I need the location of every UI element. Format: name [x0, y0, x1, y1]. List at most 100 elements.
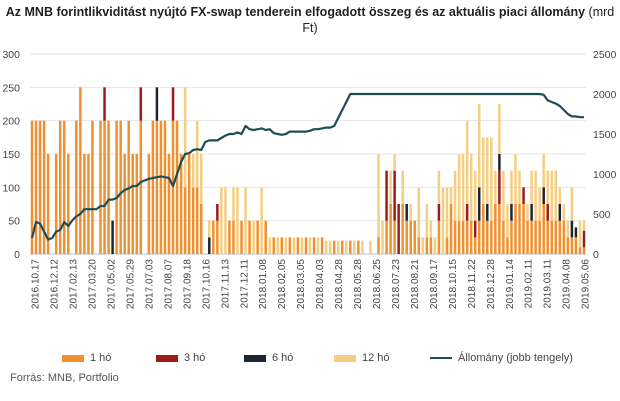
bar-1ho: [389, 204, 392, 254]
bar-12ho: [236, 187, 239, 254]
bar-1ho: [357, 240, 360, 254]
bar-12ho: [461, 154, 465, 221]
bar-1ho: [42, 120, 46, 254]
bar-1ho: [280, 237, 284, 254]
bar-1ho: [457, 220, 461, 254]
bar-12ho: [530, 170, 533, 204]
bar-1ho: [151, 120, 155, 254]
bar-6ho: [405, 204, 408, 221]
bar-1ho: [405, 220, 408, 254]
bar-12ho: [433, 237, 437, 254]
bar-1ho: [131, 154, 134, 254]
bar-12ho: [300, 237, 304, 254]
bar-1ho: [377, 237, 380, 254]
bar-12ho: [417, 187, 421, 238]
bar-1ho: [155, 120, 159, 254]
bar-12ho: [449, 187, 453, 204]
bar-12ho: [550, 170, 553, 221]
x-axis-tick-label: 2016.10.17: [31, 259, 42, 309]
chart-title-unit: (mrd Ft): [302, 5, 615, 35]
bar-1ho: [349, 240, 352, 254]
bar-3ho: [582, 230, 586, 248]
bar-1ho: [79, 87, 82, 254]
x-axis-tick-label: 2017.05.02: [107, 259, 118, 309]
right-axis-tick-label: 0: [593, 249, 599, 261]
bar-6ho: [155, 87, 159, 121]
right-axis-tick-label: 2500: [593, 49, 617, 61]
x-axis-tick-label: 2018.10.15: [448, 259, 459, 309]
bar-12ho: [345, 240, 348, 254]
legend-swatch-12ho: [334, 354, 356, 362]
bar-1ho: [123, 154, 126, 254]
bar-1ho: [566, 237, 570, 254]
bar-6ho: [486, 204, 489, 221]
bar-12ho: [498, 104, 501, 154]
bar-3ho: [103, 87, 106, 121]
bar-12ho: [409, 204, 412, 221]
bar-1ho: [159, 120, 163, 254]
bar-12ho: [546, 170, 549, 204]
bar-1ho: [191, 187, 195, 254]
bar-12ho: [224, 187, 227, 254]
bar-1ho: [83, 154, 86, 254]
x-axis-tick-label: 2016.12.12: [50, 259, 61, 309]
legend-item-12ho: 12 hó: [334, 352, 390, 364]
bar-6ho: [558, 204, 562, 221]
bar-1ho: [570, 237, 574, 254]
left-axis-tick-label: 100: [2, 182, 20, 194]
bar-12ho: [361, 240, 364, 254]
bar-12ho: [268, 237, 271, 254]
bar-12ho: [566, 220, 570, 238]
bar-12ho: [582, 220, 586, 231]
bar-1ho: [514, 204, 517, 254]
bar-12ho: [445, 187, 449, 238]
bar-1ho: [510, 220, 513, 254]
bar-1ho: [332, 240, 336, 254]
bar-1ho: [413, 220, 417, 254]
x-axis-tick-label: 2018.07.23: [391, 259, 402, 309]
x-axis-tick-label: 2018.02.05: [277, 259, 288, 309]
x-axis-tick-label: 2018.09.17: [429, 259, 440, 309]
x-axis-tick-label: 2017.05.29: [125, 259, 136, 309]
bar-12ho: [502, 170, 505, 221]
bar-1ho: [163, 120, 167, 254]
bar-1ho: [320, 237, 324, 254]
bar-1ho: [409, 220, 412, 254]
bar-3ho: [171, 87, 175, 121]
bar-3ho: [498, 170, 501, 204]
bar-1ho: [119, 120, 122, 254]
bar-6ho: [477, 187, 481, 221]
bar-12ho: [494, 170, 497, 204]
bar-1ho: [30, 120, 34, 254]
bar-1ho: [167, 154, 171, 254]
bar-3ho: [397, 204, 400, 254]
x-axis-tick-label: 2018.04.28: [334, 259, 345, 309]
left-axis-tick-label: 250: [2, 82, 20, 94]
bar-1ho: [526, 220, 529, 254]
bar-12ho: [208, 220, 211, 238]
bar-12ho: [437, 170, 441, 204]
bar-1ho: [465, 220, 469, 254]
bar-1ho: [264, 220, 267, 254]
bar-3ho: [465, 204, 469, 221]
legend: 1 hó 3 hó 6 hó 12 hó Állomány (jobb teng…: [0, 352, 620, 368]
bar-3ho: [473, 220, 477, 238]
bar-12ho: [510, 170, 513, 204]
x-axis-tick-label: 2018.03.05: [296, 259, 307, 309]
bar-12ho: [486, 137, 489, 204]
bar-1ho: [542, 204, 545, 254]
x-axis-tick-label: 2018.11.22: [467, 259, 478, 309]
bar-1ho: [240, 220, 243, 254]
bar-12ho: [183, 87, 187, 188]
bar-1ho: [502, 220, 505, 254]
bar-12ho: [199, 154, 203, 204]
legend-label-12ho: 12 hó: [362, 352, 390, 364]
bar-1ho: [437, 220, 441, 254]
bar-12ho: [276, 237, 280, 254]
bar-1ho: [558, 220, 562, 254]
bar-12ho: [518, 170, 521, 204]
bar-1ho: [46, 154, 50, 254]
legend-swatch-3ho: [156, 354, 178, 362]
bar-1ho: [115, 120, 118, 254]
bar-1ho: [187, 154, 191, 254]
